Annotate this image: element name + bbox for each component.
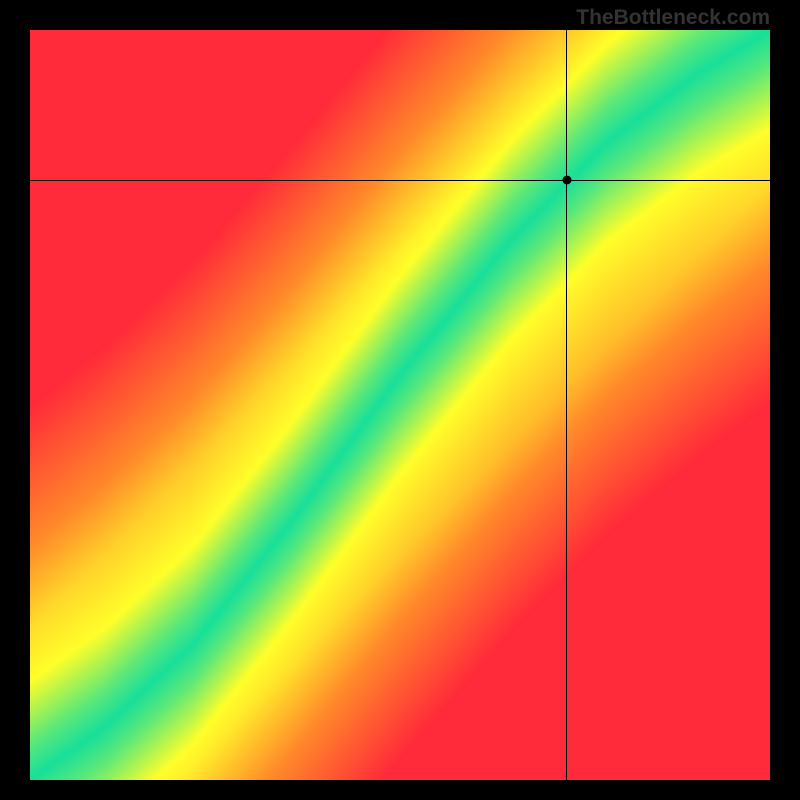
heatmap-plot-area xyxy=(30,30,770,780)
crosshair-horizontal xyxy=(30,180,770,181)
marker-dot xyxy=(562,176,571,185)
watermark-text: TheBottleneck.com xyxy=(576,6,770,30)
chart-container: TheBottleneck.com xyxy=(0,0,800,800)
crosshair-vertical xyxy=(566,30,567,780)
heatmap-canvas xyxy=(30,30,770,780)
